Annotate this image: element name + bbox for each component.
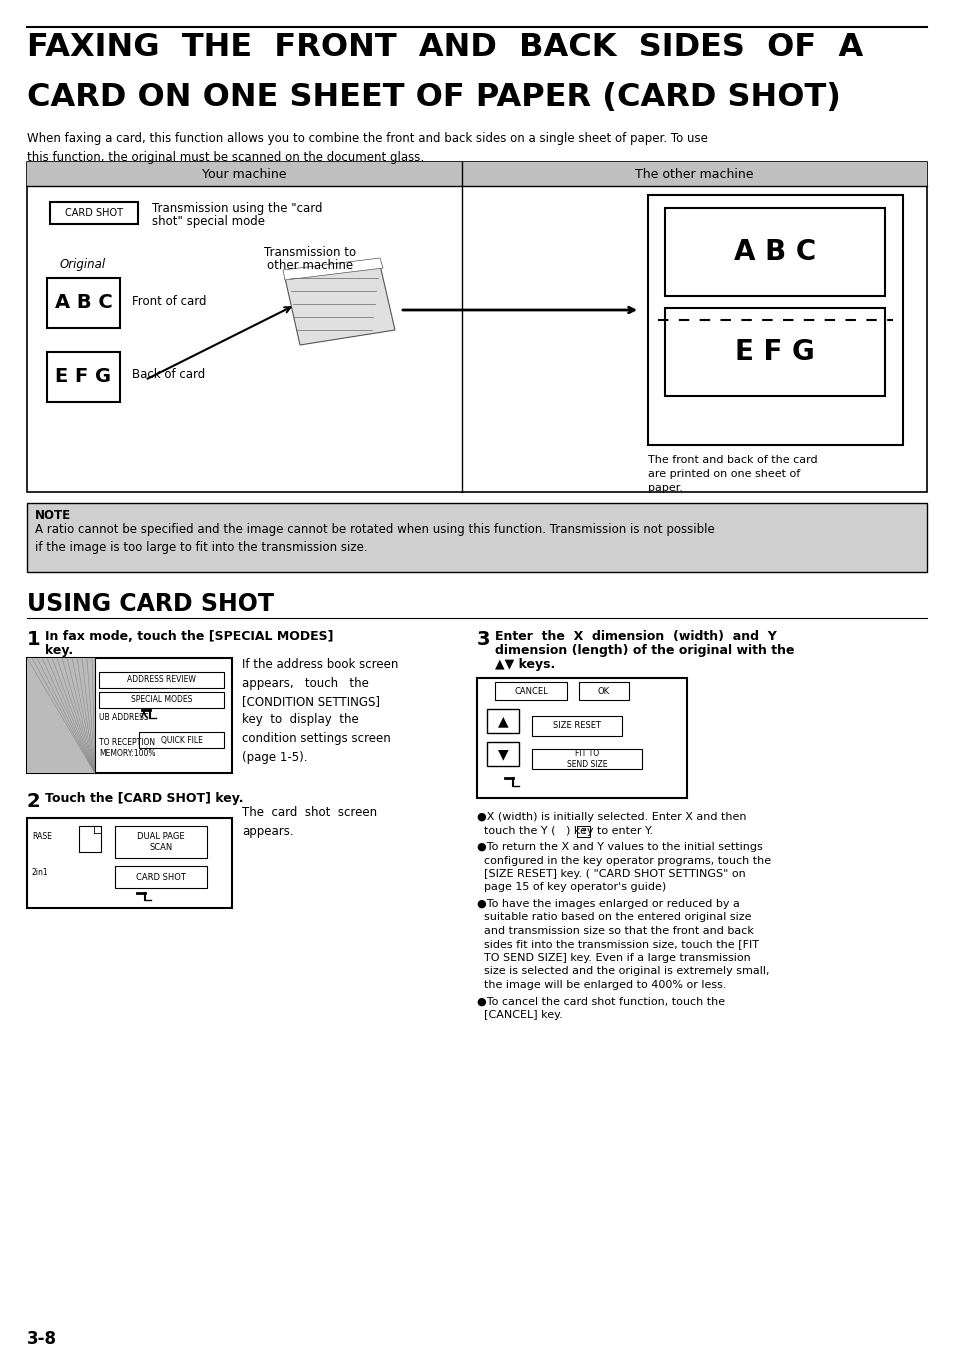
Text: ▲: ▲ [497,713,508,728]
Text: 2: 2 [27,792,41,811]
Text: ●X (width) is initially selected. Enter X and then: ●X (width) is initially selected. Enter … [476,812,745,821]
Text: dimension (length) of the original with the: dimension (length) of the original with … [495,644,794,657]
Text: sides fit into the transmission size, touch the [FIT: sides fit into the transmission size, to… [476,939,759,950]
Text: QUICK FILE: QUICK FILE [160,735,202,744]
Text: A B C: A B C [733,238,815,266]
Text: OK: OK [598,686,609,696]
Text: ●To return the X and Y values to the initial settings: ●To return the X and Y values to the ini… [476,842,762,852]
Text: key.: key. [45,644,73,657]
Text: Enter  the  X  dimension  (width)  and  Y: Enter the X dimension (width) and Y [495,630,776,643]
Bar [50,203,138,224]
Text: page 15 of key operator's guide): page 15 of key operator's guide) [476,882,665,893]
Text: CARD SHOT: CARD SHOT [136,873,186,881]
Text: size is selected and the original is extremely small,: size is selected and the original is ext… [476,966,769,977]
Text: The other machine: The other machine [635,168,753,181]
Bar [664,308,884,396]
Text: E F G: E F G [55,367,112,386]
Text: SPECIAL MODES: SPECIAL MODES [131,696,192,704]
Text: MEMORY:100%: MEMORY:100% [99,748,155,758]
Text: Transmission to: Transmission to [264,246,355,259]
Bar [486,742,518,766]
Bar [47,353,120,403]
Bar [647,195,902,444]
Text: 2in1: 2in1 [32,867,49,877]
Text: FIT TO
SEND SIZE: FIT TO SEND SIZE [566,750,607,769]
Text: ●To have the images enlarged or reduced by a: ●To have the images enlarged or reduced … [476,898,740,909]
Text: [SIZE RESET] key. ( "CARD SHOT SETTINGS" on: [SIZE RESET] key. ( "CARD SHOT SETTINGS"… [476,869,745,880]
Bar [495,682,566,700]
Text: SIZE RESET: SIZE RESET [553,721,600,731]
Text: other machine: other machine [267,259,353,272]
Text: configured in the key operator programs, touch the: configured in the key operator programs,… [476,855,770,866]
Bar [27,503,926,571]
Text: 3-8: 3-8 [27,1329,57,1348]
Text: NOTE: NOTE [35,509,71,521]
Text: ADDRESS REVIEW: ADDRESS REVIEW [127,676,195,685]
Bar [27,658,232,773]
Text: DUAL PAGE
SCAN: DUAL PAGE SCAN [137,832,185,851]
Text: TO RECEPTION: TO RECEPTION [99,738,155,747]
Text: 1: 1 [27,630,41,648]
Text: A B C: A B C [54,293,112,312]
Bar [139,732,224,748]
Text: When faxing a card, this function allows you to combine the front and back sides: When faxing a card, this function allows… [27,132,707,163]
Bar [27,162,926,492]
Text: FAXING  THE  FRONT  AND  BACK  SIDES  OF  A: FAXING THE FRONT AND BACK SIDES OF A [27,32,862,63]
Bar [578,682,628,700]
Text: ▼: ▼ [497,747,508,761]
Text: In fax mode, touch the [SPECIAL MODES]: In fax mode, touch the [SPECIAL MODES] [45,630,334,643]
Bar [99,671,224,688]
Text: Front of card: Front of card [132,295,206,308]
Text: CARD ON ONE SHEET OF PAPER (CARD SHOT): CARD ON ONE SHEET OF PAPER (CARD SHOT) [27,82,840,113]
Bar [27,162,461,186]
Bar [664,208,884,296]
Bar [99,692,224,708]
Bar [115,866,207,888]
Text: Touch the [CARD SHOT] key.: Touch the [CARD SHOT] key. [45,792,243,805]
Bar [476,678,686,798]
Bar [532,748,641,769]
Bar [79,825,101,852]
Text: RASE: RASE [32,832,51,842]
Text: Y: Y [580,828,585,834]
Text: and transmission size so that the front and back: and transmission size so that the front … [476,925,753,936]
Text: [CANCEL] key.: [CANCEL] key. [476,1011,562,1020]
Bar [461,162,926,186]
Text: E F G: E F G [735,338,814,366]
Text: CARD SHOT: CARD SHOT [65,208,123,218]
Text: Transmission using the "card: Transmission using the "card [152,203,322,215]
Text: USING CARD SHOT: USING CARD SHOT [27,592,274,616]
Bar [486,709,518,734]
Text: Your machine: Your machine [202,168,287,181]
Text: 3: 3 [476,630,490,648]
Bar [27,658,95,773]
Text: A ratio cannot be specified and the image cannot be rotated when using this func: A ratio cannot be specified and the imag… [35,523,714,554]
Text: TO SEND SIZE] key. Even if a large transmission: TO SEND SIZE] key. Even if a large trans… [476,952,750,963]
Text: shot" special mode: shot" special mode [152,215,265,228]
Text: the image will be enlarged to 400% or less.: the image will be enlarged to 400% or le… [476,979,726,990]
Polygon shape [283,258,382,280]
Bar [27,817,232,908]
Text: ●To cancel the card shot function, touch the: ●To cancel the card shot function, touch… [476,997,724,1006]
Text: CANCEL: CANCEL [514,686,547,696]
Bar [115,825,207,858]
Text: suitable ratio based on the entered original size: suitable ratio based on the entered orig… [476,912,751,923]
Text: Back of card: Back of card [132,367,205,381]
Text: touch the Y (   ) key to enter Y.: touch the Y ( ) key to enter Y. [476,825,653,835]
Text: ▲▼ keys.: ▲▼ keys. [495,658,555,671]
Polygon shape [285,265,395,345]
Bar [577,825,589,836]
Text: Original: Original [60,258,106,272]
Text: The  card  shot  screen
appears.: The card shot screen appears. [242,807,376,838]
Bar [532,716,621,736]
Text: If the address book screen
appears,   touch   the
[CONDITION SETTINGS]
key  to  : If the address book screen appears, touc… [242,658,398,763]
Bar [47,278,120,328]
Text: UB ADDRESS: UB ADDRESS [99,713,149,721]
Text: The front and back of the card
are printed on one sheet of
paper.: The front and back of the card are print… [647,455,817,493]
